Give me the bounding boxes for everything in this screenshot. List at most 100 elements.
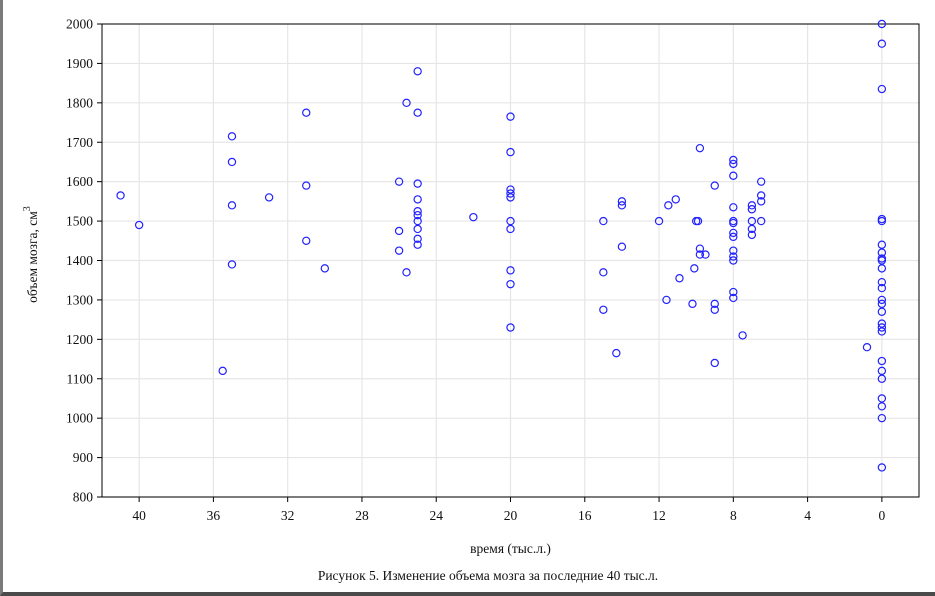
data-point: [710, 299, 719, 309]
data-point: [877, 319, 887, 328]
data-point: [413, 108, 422, 117]
data-point: [599, 268, 608, 277]
data-point: [877, 295, 887, 305]
data-point: [617, 242, 627, 251]
data-point: [617, 201, 627, 210]
data-point: [877, 366, 887, 376]
data-point: [877, 323, 887, 332]
x-tick-label: 40: [132, 508, 146, 523]
data-point: [302, 108, 311, 117]
grid-lines: [102, 23, 919, 498]
data-point: [756, 177, 766, 186]
y-tick-label: 1600: [66, 174, 93, 189]
data-point: [394, 226, 404, 236]
x-tick-label: 0: [878, 508, 885, 523]
data-point: [506, 266, 515, 275]
data-point: [877, 248, 887, 257]
data-point: [877, 402, 887, 411]
data-point: [506, 147, 515, 157]
x-tick-label: 32: [281, 508, 295, 523]
data-point: [747, 230, 757, 240]
data-point: [394, 246, 404, 255]
data-point: [877, 463, 887, 472]
data-point: [877, 374, 887, 383]
data-point: [877, 394, 887, 403]
data-point: [612, 348, 621, 358]
data-point: [654, 216, 664, 226]
x-tick-label: 8: [730, 508, 737, 523]
y-axis: 800 900 1000 1100 1200 1300 1400 1500 1600 1700 18…: [66, 17, 102, 505]
y-tick-label: 1400: [66, 253, 93, 268]
data-point: [675, 274, 684, 283]
x-tick-label: 24: [429, 508, 443, 523]
data-point: [413, 234, 422, 244]
data-point: [116, 191, 125, 200]
data-point: [877, 356, 887, 366]
data-point: [264, 193, 274, 202]
x-tick-label: 28: [355, 508, 369, 523]
data-point: [729, 252, 738, 261]
data-point: [701, 250, 710, 259]
y-tick-label: 1800: [66, 95, 93, 110]
data-point: [227, 132, 237, 141]
data-point: [729, 228, 738, 238]
data-points: [116, 19, 887, 472]
y-tick-label: 1300: [66, 292, 93, 307]
data-point: [227, 157, 237, 167]
data-point: [413, 67, 422, 76]
data-point: [877, 19, 887, 29]
data-point: [469, 212, 478, 222]
y-tick-label: 1900: [66, 56, 93, 71]
data-point: [506, 224, 515, 234]
scatter-chart: 40 36 32 28 24 20 16 12 8 4 0 80090010001100120013…: [22, 17, 920, 583]
data-point: [729, 256, 738, 265]
y-axis-label-text: объем мозга, см: [25, 211, 40, 303]
x-tick-label: 16: [578, 508, 592, 523]
data-point: [506, 112, 515, 121]
data-point: [729, 171, 738, 180]
data-point: [756, 216, 766, 226]
y-tick-label: 1000: [66, 411, 93, 426]
data-point: [506, 216, 515, 226]
data-point: [729, 232, 738, 242]
data-point: [506, 279, 515, 289]
data-point: [413, 224, 422, 234]
data-point: [747, 216, 757, 226]
y-tick-label: 1100: [67, 371, 94, 386]
x-axis: 40 36 32 28 24 20 16 12 8 4 0: [132, 497, 885, 523]
data-point: [756, 191, 766, 200]
data-point: [877, 264, 887, 273]
data-point: [747, 201, 757, 210]
data-point: [320, 264, 330, 273]
data-point: [688, 299, 697, 309]
data-point: [877, 299, 887, 309]
data-point: [227, 260, 237, 269]
data-point: [599, 305, 608, 314]
y-axis-label: объем мозга, см3: [22, 206, 40, 303]
data-point: [664, 201, 673, 210]
data-point: [729, 293, 738, 303]
data-point: [506, 193, 515, 202]
data-point: [302, 236, 311, 245]
data-point: [662, 295, 671, 305]
data-point: [877, 277, 887, 287]
data-point: [710, 305, 719, 314]
data-point: [693, 216, 703, 226]
y-tick-label: 800: [73, 490, 94, 505]
data-point: [617, 197, 627, 206]
figure-caption: Рисунок 5. Изменение объема мозга за пос…: [318, 568, 658, 583]
data-point: [877, 84, 887, 94]
data-point: [747, 224, 757, 234]
data-point: [877, 283, 887, 293]
data-point: [877, 216, 887, 226]
data-point: [413, 210, 422, 220]
data-point: [729, 155, 738, 165]
data-point: [862, 343, 872, 352]
data-point: [134, 220, 144, 230]
data-point: [695, 250, 705, 259]
data-point: [227, 201, 237, 210]
data-point: [877, 240, 887, 249]
data-point: [599, 216, 608, 226]
data-point: [877, 256, 887, 265]
data-point: [729, 218, 738, 228]
